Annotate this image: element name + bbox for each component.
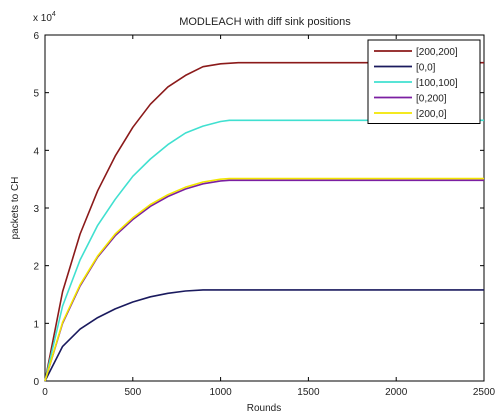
y-tick-label: 1 <box>33 319 39 330</box>
legend-label: [0,0] <box>416 63 436 74</box>
y-tick-label: 6 <box>33 31 39 42</box>
x-tick-label: 2500 <box>473 387 496 398</box>
series-lines <box>44 61 484 382</box>
legend-label: [200,200] <box>416 47 458 58</box>
x-tick-label: 2000 <box>385 387 408 398</box>
x-tick-label: 1000 <box>209 387 232 398</box>
series-line <box>44 177 484 382</box>
x-tick-label: 500 <box>124 387 141 398</box>
x-tick-label: 0 <box>42 387 48 398</box>
y-tick-label: 5 <box>33 89 39 100</box>
legend-label: [200,0] <box>416 109 447 120</box>
axis-ticks: 0 500 1000 1500 2000 2500 0 1 2 3 4 5 6 <box>33 31 495 398</box>
series-line <box>44 61 484 382</box>
legend: [200,200] [0,0] [100,100] [0,200] [200,0] <box>367 39 481 124</box>
y-tick-label: 2 <box>33 262 39 273</box>
y-multiplier-exponent: 4 <box>52 11 56 18</box>
y-tick-label: 4 <box>33 146 39 157</box>
legend-label: [100,100] <box>416 78 458 89</box>
y-tick-label: 0 <box>33 377 39 388</box>
y-axis-label: packets to CH <box>10 177 21 240</box>
x-axis-label: Rounds <box>247 403 281 414</box>
x-tick-label: 1500 <box>297 387 320 398</box>
series-line <box>44 119 484 382</box>
chart-title: MODLEACH with diff sink positions <box>179 16 351 28</box>
y-tick-label: 3 <box>33 204 39 215</box>
series-line <box>44 289 484 382</box>
legend-label: [0,200] <box>416 94 447 105</box>
y-multiplier-label: x 104 <box>33 11 56 24</box>
